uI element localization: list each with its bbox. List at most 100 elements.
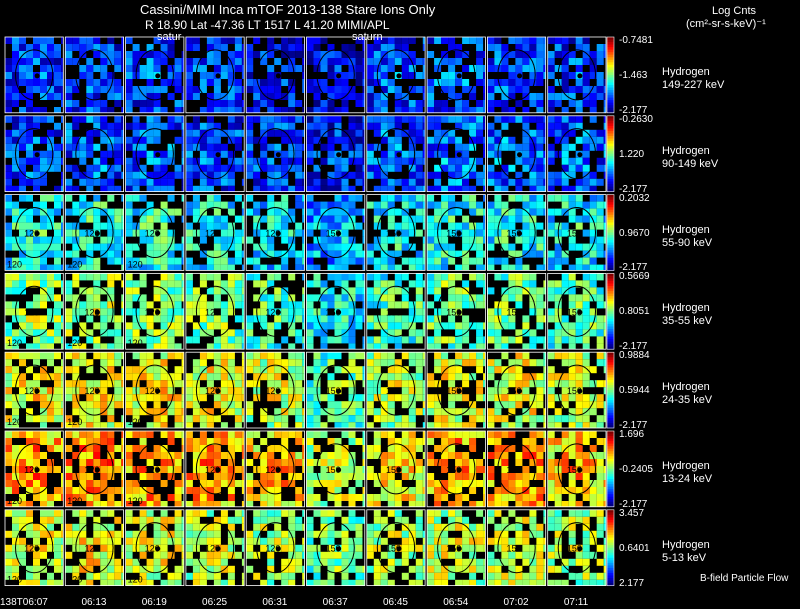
colorbar-segment <box>607 364 614 368</box>
panel-border <box>185 272 245 350</box>
colorbar-segment <box>607 283 614 287</box>
colorbar-segment <box>607 545 614 549</box>
pitch-angle-contour <box>75 364 114 416</box>
heatmap-panel: 120 120 <box>125 194 185 271</box>
colorbar-segment <box>607 461 614 465</box>
heatmap-panel: 120 <box>245 351 305 429</box>
colorbar-segment <box>607 158 614 162</box>
pitch-angle-contour <box>135 364 174 416</box>
colorbar-segment <box>607 484 614 488</box>
colorbar-segment <box>607 105 614 109</box>
pitch-angle-contour <box>14 443 54 495</box>
pitch-angle-contour <box>316 364 355 416</box>
panel-border <box>245 351 305 429</box>
field-direction-dot <box>396 467 402 473</box>
colorbar-segment <box>607 476 614 480</box>
colorbar-segment <box>607 92 614 96</box>
pitch-angle-label: 150 <box>567 544 582 554</box>
panel-border <box>64 351 125 429</box>
pitch-angle-label: 150 <box>326 229 341 239</box>
pitch-angle-contour <box>75 285 114 337</box>
pitch-angle-label: 150 <box>386 544 401 554</box>
pitch-angle-label: 120 <box>24 229 39 239</box>
colorbar-frame <box>606 194 615 271</box>
time-tick-label: 06:45 <box>382 597 408 608</box>
colorbar-segment <box>607 52 614 56</box>
colorbar-segment <box>607 301 614 305</box>
pitch-angle-label: 120 <box>7 338 22 348</box>
pitch-angle-label: 120 <box>128 575 143 585</box>
heatmap-panel: 120 <box>245 509 305 586</box>
colorbar-max: 0.2032 <box>619 192 650 204</box>
field-direction-dot <box>396 73 402 79</box>
colorbar-segment <box>607 64 614 68</box>
pitch-angle-contour <box>376 128 416 180</box>
heatmap-panel: 120 120 <box>125 509 185 586</box>
time-tick-label: 138T06:07 <box>0 597 48 608</box>
colorbar-segment <box>607 328 614 333</box>
field-direction-dot <box>577 467 583 473</box>
panel-border <box>245 272 305 350</box>
colorbar-segment <box>607 107 614 111</box>
field-direction-dot <box>34 388 40 394</box>
colorbar-segment <box>607 552 614 556</box>
colorbar-frame <box>606 273 615 350</box>
colorbar-segment <box>607 410 614 414</box>
field-direction-dot <box>517 388 523 394</box>
field-direction-dot <box>215 152 221 158</box>
colorbar-segment <box>607 580 614 584</box>
row-energy-label: 149-227 keV <box>662 79 725 91</box>
field-direction-dot <box>275 388 281 394</box>
pitch-angle-label: 150 <box>386 229 401 239</box>
colorbar-segment <box>607 242 614 246</box>
pitch-angle-contour <box>195 206 235 259</box>
pitch-angle-contour <box>135 522 174 574</box>
heatmap-panel <box>306 115 366 193</box>
colorbar-segment <box>607 232 614 236</box>
pitch-angle-contour <box>376 364 416 416</box>
pitch-angle-contour <box>497 128 536 180</box>
colorbar-segment <box>607 136 614 140</box>
colorbar-segment <box>607 547 614 551</box>
pitch-angle-contour <box>135 206 174 259</box>
pitch-angle-label: 120 <box>84 544 99 554</box>
pitch-angle-contour <box>14 364 54 416</box>
pitch-angle-contour <box>75 522 114 574</box>
colorbar-segment <box>607 524 614 528</box>
colorbar-segment <box>607 47 614 51</box>
panel-border <box>64 509 125 586</box>
heatmap-panel: 120 <box>185 194 245 271</box>
panel-border <box>426 351 486 429</box>
colorbar-segment <box>607 446 614 450</box>
colorbar-segment <box>607 499 614 503</box>
heatmap-panel: 150 <box>366 509 426 586</box>
field-direction-dot <box>336 309 342 315</box>
heatmap-panel: 150 <box>547 194 607 271</box>
field-direction-dot <box>275 231 281 236</box>
heatmap-panel: 150 <box>366 430 426 508</box>
field-direction-dot <box>577 546 583 552</box>
colorbar-segment <box>607 197 614 201</box>
pitch-angle-label: 120 <box>24 544 39 554</box>
field-direction-dot <box>336 546 342 552</box>
pitch-angle-label: 150 <box>446 386 461 396</box>
colorbar-segment <box>607 308 614 312</box>
colorbar-segment <box>607 438 614 442</box>
panel-border <box>4 430 64 508</box>
field-direction-dot <box>577 388 583 394</box>
heatmap-panel: 150 <box>426 430 486 508</box>
colorbar-segment <box>607 186 614 190</box>
panel-border <box>306 430 366 508</box>
colorbar-segment <box>607 222 614 226</box>
heatmap-row-3: 120 120 120 120 120 120 120 120 150 150 150 150 150 <box>4 194 615 271</box>
colorbar-segment <box>607 479 614 483</box>
colorbar-segment <box>607 443 614 447</box>
colorbar-segment <box>607 62 614 66</box>
pitch-angle-contour <box>316 443 355 495</box>
colorbar-segment <box>607 87 614 91</box>
pitch-angle-contour <box>14 128 54 180</box>
pitch-angle-label: 120 <box>265 307 280 317</box>
row-energy-label: 24-35 keV <box>662 394 713 407</box>
pitch-angle-contour <box>256 364 295 416</box>
colorbar-segment <box>607 275 614 279</box>
